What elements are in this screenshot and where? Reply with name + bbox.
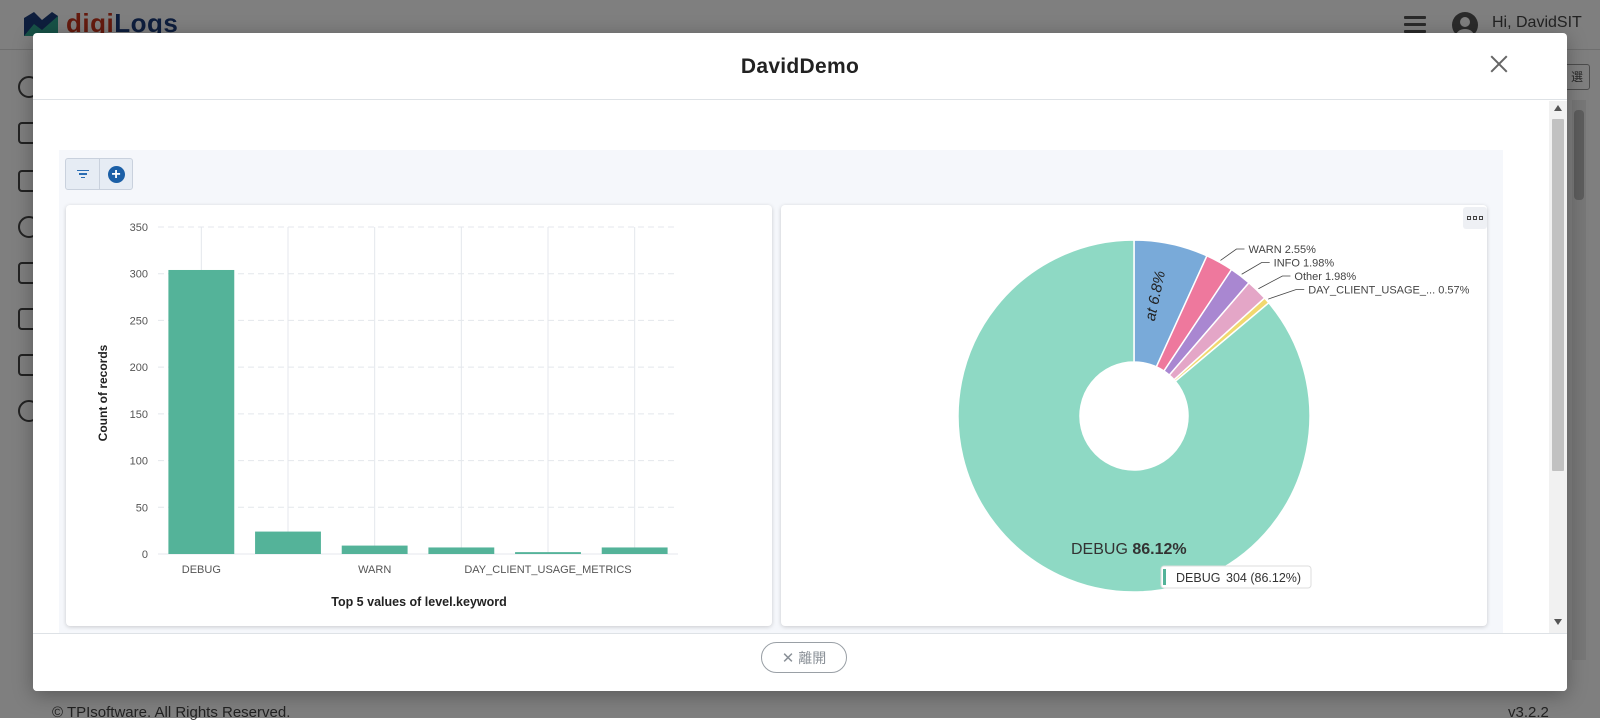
leave-button[interactable]: ✕ 離開 bbox=[761, 642, 847, 673]
pie-chart-panel: at 6.8% WARN 2.55% INFO 1.98% Other 1.98% DA… bbox=[781, 205, 1487, 626]
pie-label-info: INFO 1.98% bbox=[1274, 258, 1335, 270]
dashboard-toolbar: + bbox=[65, 158, 133, 190]
y-tick-label: 0 bbox=[142, 549, 148, 561]
add-circle-icon: + bbox=[107, 165, 125, 183]
modal-dialog: DavidDemo + 0 50 100 150 200 250 300 350 DEBUG W… bbox=[33, 33, 1567, 691]
modal-scrollbar[interactable] bbox=[1549, 101, 1567, 633]
pie-label-day_client_usage_metrics: DAY_CLIENT_USAGE_... 0.57% bbox=[1308, 285, 1469, 297]
x-tick-label: WARN bbox=[358, 564, 391, 576]
bar[interactable] bbox=[428, 547, 495, 554]
tooltip-value: 304 (86.12%) bbox=[1226, 571, 1301, 585]
pie-slice-debug[interactable] bbox=[957, 239, 1311, 593]
y-tick-label: 200 bbox=[130, 362, 148, 374]
bar[interactable] bbox=[255, 531, 321, 554]
modal-footer: ✕ 離開 bbox=[33, 633, 1567, 691]
y-tick-label: 100 bbox=[130, 456, 148, 468]
pie-label-other: Other 1.98% bbox=[1294, 271, 1356, 283]
bar[interactable] bbox=[168, 269, 235, 554]
y-tick-label: 250 bbox=[130, 315, 148, 327]
y-tick-label: 300 bbox=[130, 269, 148, 281]
add-button[interactable]: + bbox=[99, 159, 132, 189]
tooltip-label: DEBUG bbox=[1176, 571, 1220, 585]
bar[interactable] bbox=[515, 552, 581, 554]
y-tick-label: 350 bbox=[130, 222, 148, 234]
scroll-up-icon[interactable] bbox=[1554, 105, 1562, 111]
y-axis-label: Count of records bbox=[96, 344, 110, 441]
x-tick-label: DEBUG bbox=[182, 564, 221, 576]
pie-label-warn: WARN 2.55% bbox=[1248, 244, 1316, 256]
bar-chart: 0 50 100 150 200 250 300 350 DEBUG WARN DAY_CLIEN… bbox=[96, 222, 678, 609]
close-icon[interactable] bbox=[1485, 51, 1513, 79]
chart-tooltip: DEBUG 304 (86.12%) bbox=[1160, 565, 1312, 589]
modal-title: DavidDemo bbox=[740, 55, 860, 78]
y-tick-label: 50 bbox=[136, 502, 148, 514]
bar-chart-panel: 0 50 100 150 200 250 300 350 DEBUG WARN DAY_CLIEN… bbox=[66, 205, 772, 626]
pie-leader-line bbox=[1268, 289, 1305, 300]
pie-chart: at 6.8%WARN 2.55%INFO 1.98%Other 1.98%DA… bbox=[957, 239, 1470, 593]
x-axis-label: Top 5 values of level.keyword bbox=[331, 595, 507, 609]
modal-header: DavidDemo bbox=[33, 33, 1567, 100]
pie-leader-line bbox=[1220, 248, 1245, 261]
filter-icon[interactable] bbox=[66, 159, 99, 189]
scroll-thumb[interactable] bbox=[1552, 119, 1564, 471]
leave-close-icon: ✕ bbox=[781, 649, 795, 667]
scroll-down-icon[interactable] bbox=[1554, 619, 1562, 625]
y-tick-label: 150 bbox=[130, 409, 148, 421]
bar[interactable] bbox=[601, 547, 668, 554]
modal-body: + 0 50 100 150 200 250 300 350 DEBUG WARN DAY_CLI… bbox=[33, 101, 1567, 633]
pie-leader-line bbox=[1258, 275, 1291, 290]
pie-label-debug: DEBUG 86.12% bbox=[1071, 541, 1187, 558]
panel-options-icon[interactable] bbox=[1463, 207, 1487, 229]
pie-leader-line bbox=[1241, 262, 1270, 275]
bar[interactable] bbox=[341, 545, 408, 554]
leave-button-label: 離開 bbox=[798, 649, 827, 666]
x-tick-label: DAY_CLIENT_USAGE_METRICS bbox=[464, 564, 631, 576]
